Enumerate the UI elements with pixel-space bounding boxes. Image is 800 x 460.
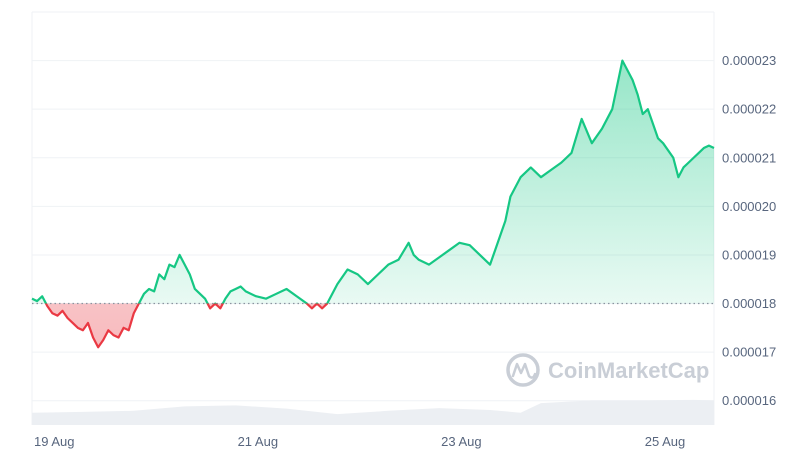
- y-axis: 0.000016 0.000017 0.000018 0.000019 0.000020…: [722, 53, 776, 408]
- y-tick-label: 0.000017: [722, 345, 776, 360]
- volume-area: [32, 399, 714, 425]
- y-tick-label: 0.000019: [722, 247, 776, 262]
- y-tick-label: 0.000021: [722, 150, 776, 165]
- line-up: [31, 59, 715, 304]
- x-tick-label: 21 Aug: [238, 434, 279, 449]
- y-tick-label: 0.000023: [722, 53, 776, 68]
- y-tick-label: 0.000016: [722, 393, 776, 408]
- area-up: [32, 60, 714, 304]
- y-tick-label: 0.000018: [722, 296, 776, 311]
- y-tick-label: 0.000022: [722, 102, 776, 117]
- volume-shape: [32, 399, 714, 425]
- y-tick-label: 0.000020: [722, 199, 776, 214]
- coinmarketcap-logo-icon: [506, 353, 540, 387]
- price-area: [32, 60, 714, 348]
- x-tick-label: 23 Aug: [441, 434, 482, 449]
- x-tick-label: 25 Aug: [645, 434, 686, 449]
- coinmarketcap-logo-wave: [511, 362, 537, 379]
- line-down: [44, 303, 329, 349]
- x-tick-label: 19 Aug: [34, 434, 75, 449]
- watermark-text: CoinMarketCap: [548, 358, 709, 383]
- price-line: [31, 59, 715, 349]
- coinmarketcap-watermark: CoinMarketCap: [506, 353, 709, 387]
- x-axis: 19 Aug 21 Aug 23 Aug 25 Aug: [34, 434, 685, 449]
